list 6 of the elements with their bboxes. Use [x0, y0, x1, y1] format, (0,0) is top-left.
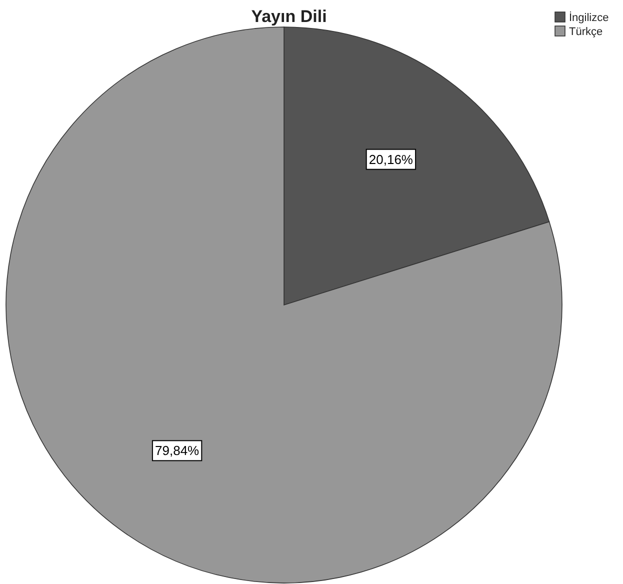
pie-slice	[6, 26, 562, 583]
legend-label: İngilizce	[569, 11, 609, 24]
chart-title: Yayın Dili	[251, 7, 327, 26]
data-label: 20,16%	[368, 152, 414, 167]
legend-label: Türkçe	[569, 26, 603, 38]
data-label: 79,84%	[155, 443, 200, 458]
